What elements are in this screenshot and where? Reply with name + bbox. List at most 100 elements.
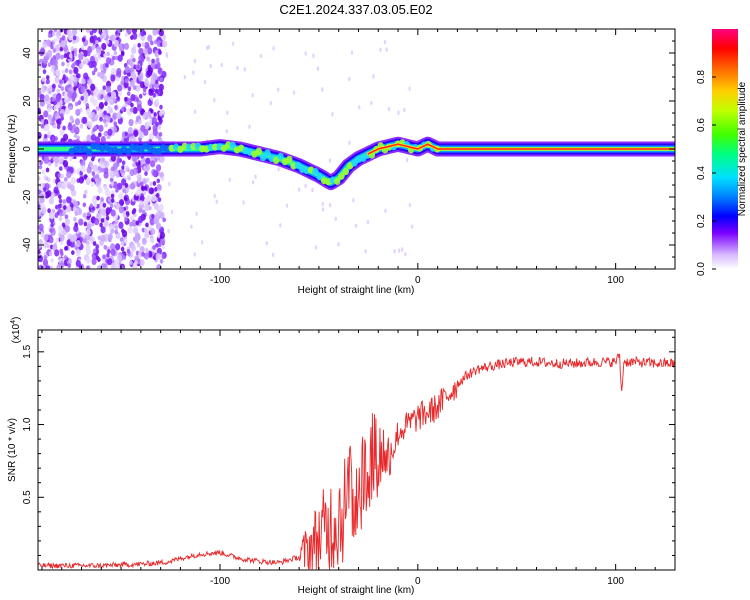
spectrogram-noise-speckle [45, 75, 50, 80]
spectrogram-noise-speckle [151, 58, 155, 64]
spectrogram-noise-speckle [56, 88, 61, 94]
spectrogram-noise-speckle [97, 55, 102, 61]
spectrogram-noise-speckle [104, 160, 110, 168]
spectrogram-noise-speckle [151, 213, 155, 219]
colorbar: 0.0 0.2 0.4 0.6 0.8 Normalized spectral ampl… [696, 29, 748, 276]
spectrogram-noise-speckle [80, 85, 86, 93]
spectrogram-noise-speckle [132, 85, 137, 91]
spectrogram-noise-speckle [153, 112, 157, 117]
spectrogram-noise-speckle [152, 169, 158, 178]
spectrogram-faint-speckle [213, 193, 216, 199]
spectrogram-noise-speckle [80, 95, 85, 101]
spectrogram-noise-speckle [143, 197, 149, 205]
snr-marks [38, 353, 675, 570]
spectrogram-noise-speckle [108, 96, 114, 104]
spectrogram-faint-speckle [203, 79, 207, 85]
spectrogram-noise-speckle [64, 177, 68, 182]
spectrogram-noise-speckle [132, 32, 138, 40]
spectrogram-noise-speckle [124, 96, 128, 102]
spectrogram-noise-speckle [63, 133, 69, 141]
spectrogram-noise-speckle [110, 243, 116, 251]
spectrogram-noise-speckle [46, 177, 51, 183]
spectrogram-noise-speckle [107, 128, 113, 136]
spectrogram-noise-speckle [57, 203, 62, 209]
spectrogram-noise-speckle [110, 74, 116, 82]
spectrogram-noise-speckle [56, 124, 61, 130]
spectrogram-noise-speckle [155, 192, 160, 198]
spectrogram-noise-speckle [152, 73, 158, 81]
colorbar-label: Normalized spectral amplitude [737, 81, 748, 216]
spectrogram-noise-speckle [88, 121, 93, 127]
spectrogram-noise-speckle [105, 57, 112, 65]
spectrogram-noise-speckle [117, 54, 123, 62]
spectrogram-noise-speckle [54, 136, 58, 142]
spectrogram-noise-speckle [38, 239, 43, 247]
spectrogram-noise-speckle [60, 173, 64, 179]
spectrogram-noise-speckle [130, 244, 136, 252]
spectrogram-noise-speckle [79, 123, 84, 129]
spectrogram-noise-speckle [77, 100, 82, 106]
spectrogram-noise-speckle [159, 77, 164, 83]
spectrogram-noise-speckle [67, 90, 73, 98]
spectrogram-noise-speckle [124, 32, 129, 38]
spectrogram-noise-speckle [92, 241, 97, 246]
spectrogram-noise-speckle [156, 183, 162, 192]
spectrogram-faint-speckle [292, 90, 296, 95]
spectrogram-faint-speckle [285, 203, 289, 208]
spectrogram-noise-speckle [135, 97, 140, 102]
spectrogram-noise-speckle [113, 200, 118, 206]
spectrogram-noise-speckle [103, 131, 107, 137]
spectrogram-ridge-peak [367, 143, 675, 155]
spectrogram-noise-speckle [139, 133, 143, 139]
spectrogram-noise-speckle [137, 42, 141, 48]
spectrogram-noise-speckle [108, 40, 113, 46]
spectrogram-noise-speckle [151, 194, 157, 203]
spectrogram-ridge-blob [138, 146, 145, 154]
spectrogram-noise-speckle [154, 50, 160, 58]
spectrogram-noise-speckle [136, 104, 143, 112]
spectrogram-noise-speckle [60, 261, 64, 266]
spectrogram-noise-speckle [130, 54, 135, 59]
spectrogram-noise-speckle [73, 51, 78, 57]
spectrogram-noise-speckle [103, 220, 109, 228]
spectrogram-faint-speckle [321, 201, 324, 207]
spectrogram-noise-speckle [92, 164, 99, 172]
spectrogram-noise-speckle [40, 118, 45, 124]
spectrogram-noise-speckle [123, 42, 130, 50]
spectrogram-noise-speckle [38, 223, 44, 231]
spectrogram-noise-speckle [144, 79, 150, 88]
spectrogram-noise-speckle [87, 45, 93, 54]
spectrogram-faint-speckle [400, 247, 404, 252]
snr-y-axis-label: SNR (10 * v/v) [7, 418, 18, 482]
colorbar-ticks: 0.0 0.2 0.4 0.6 0.8 [696, 70, 716, 276]
spectrogram-noise-speckle [54, 112, 60, 120]
spectrogram-noise-speckle [132, 162, 136, 168]
spectrogram-noise-speckle [105, 80, 112, 88]
spectrogram-ridge-blob [316, 173, 323, 181]
spectrogram-ridge-blob [259, 153, 267, 162]
spectrogram-noise-speckle [104, 122, 108, 128]
spectrogram-noise-speckle [95, 177, 101, 185]
spectrogram-ridge-blob [342, 168, 350, 176]
spectrogram-noise-speckle [56, 263, 62, 269]
spectrogram-faint-speckle [408, 202, 412, 208]
spectrogram-ridge-blob [272, 156, 280, 165]
spectrogram-noise-speckle [50, 257, 54, 263]
spectrogram-noise-speckle [156, 88, 162, 97]
spectrogram-noise-speckle [57, 194, 62, 200]
spectrogram-noise-speckle [78, 176, 84, 184]
spectrogram-noise-speckle [154, 79, 159, 85]
spectrogram-noise-speckle [114, 243, 121, 251]
spectrogram-noise-speckle [98, 124, 104, 133]
snr-plot-area [38, 330, 675, 570]
spectrogram-faint-speckle [165, 53, 169, 58]
spectrogram-noise-speckle [71, 29, 78, 36]
spectrogram-noise-speckle [94, 218, 100, 226]
spectrogram-faint-speckle [213, 97, 216, 103]
spectrogram-noise-speckle [78, 218, 84, 226]
spectrogram-noise-speckle [129, 215, 134, 221]
spectrogram-noise-speckle [123, 165, 130, 173]
spectrogram-noise-speckle [42, 57, 48, 65]
spectrogram-noise-speckle [46, 79, 51, 85]
spectrogram-noise-speckle [51, 117, 55, 123]
